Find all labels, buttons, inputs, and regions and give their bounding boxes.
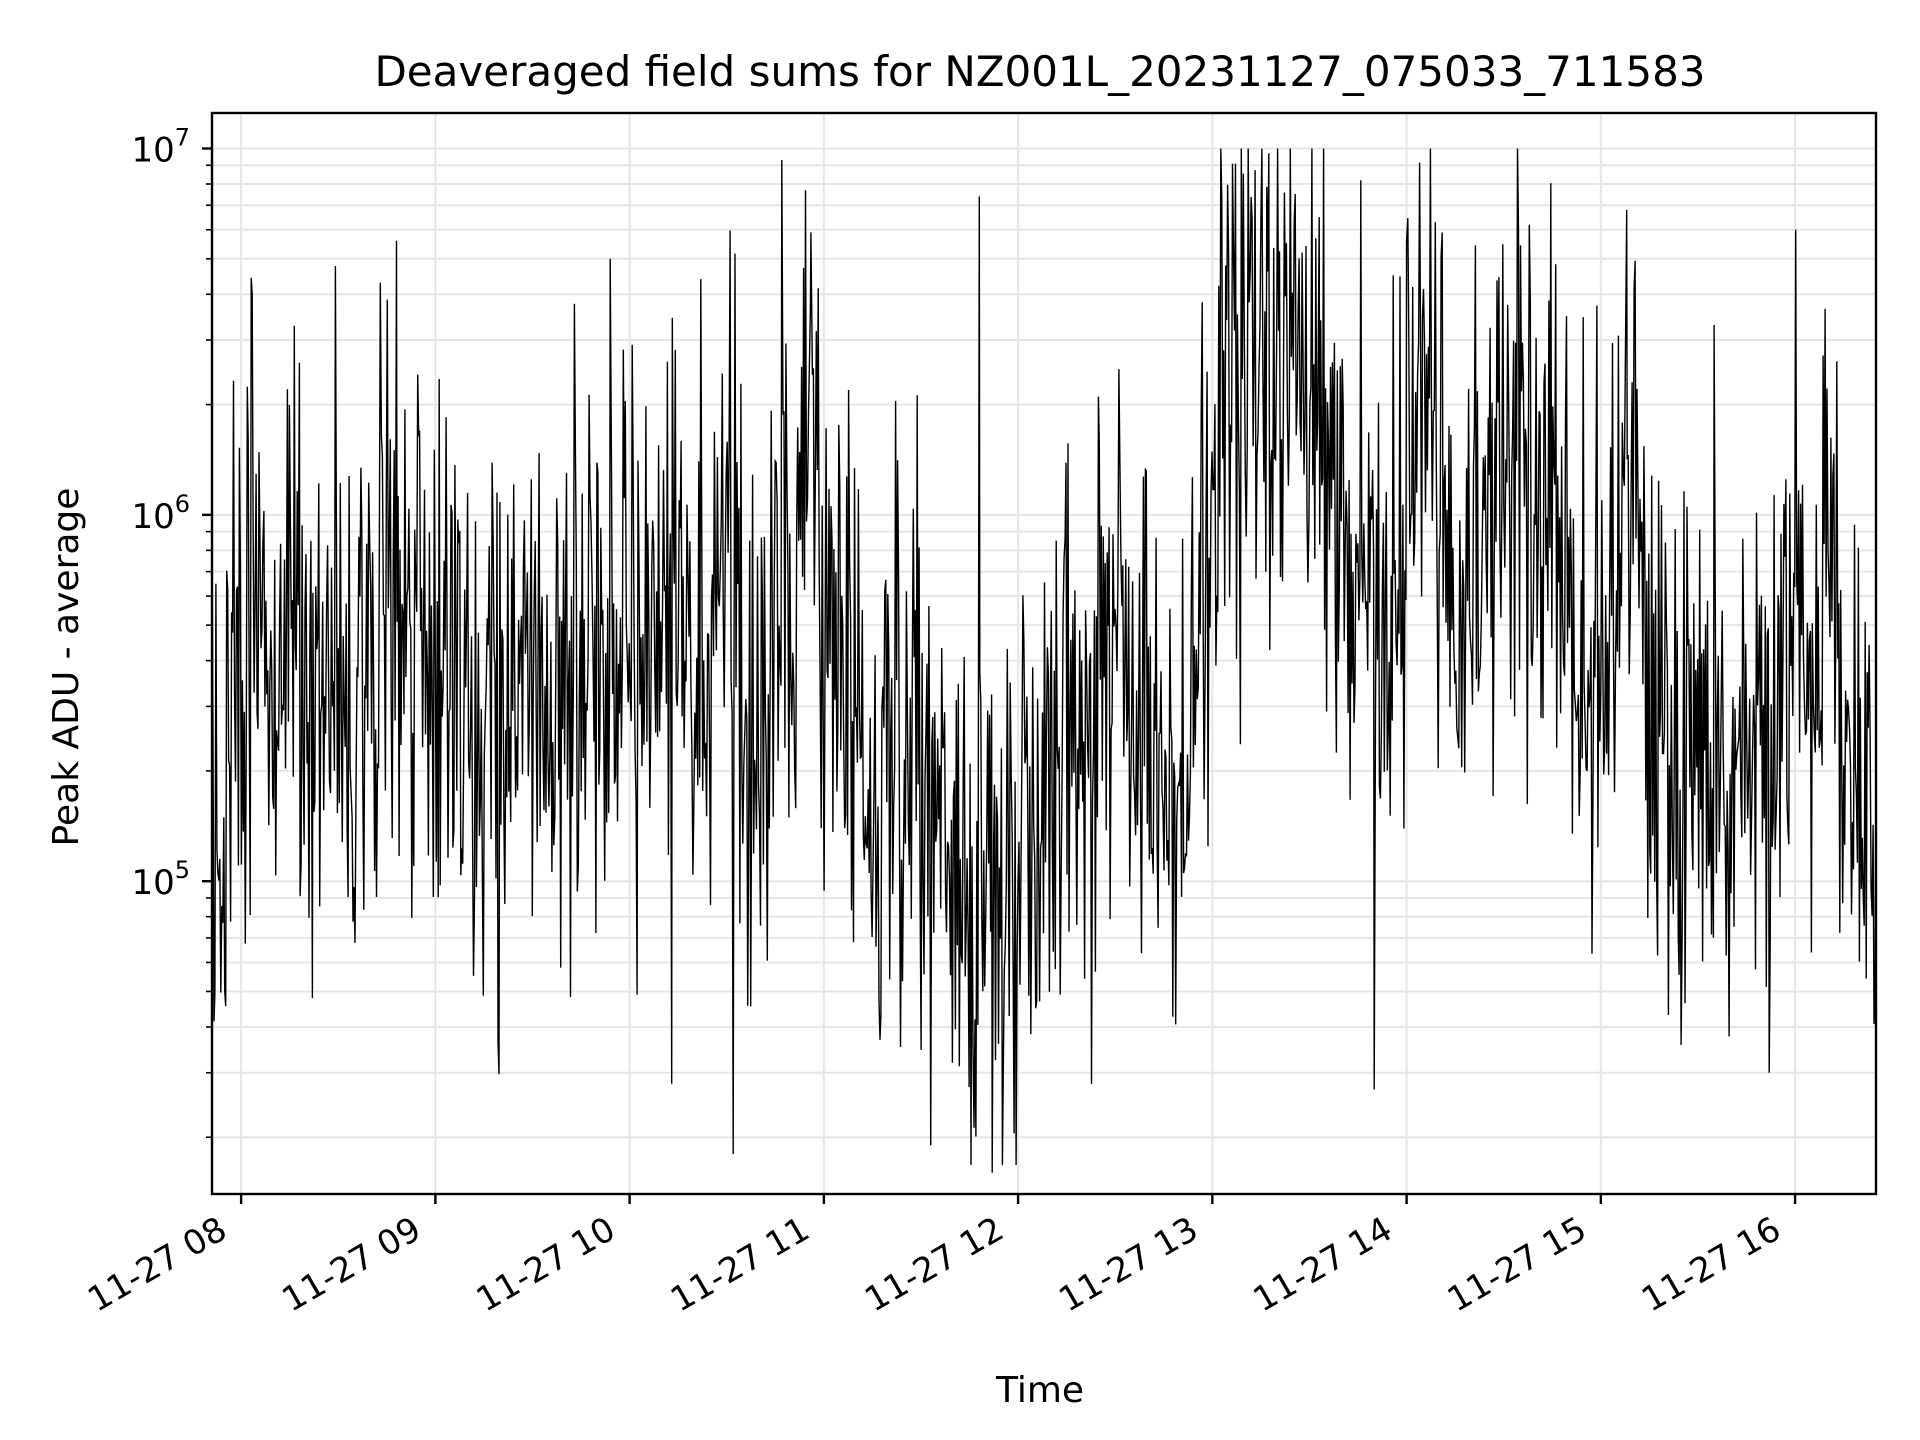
x-axis-label: Time xyxy=(995,1370,1084,1411)
y-tick-base: 10 xyxy=(131,497,174,537)
series-line-peak-adu xyxy=(212,148,1876,1173)
y-tick-label: 107 xyxy=(131,124,190,171)
y-axis-label: Peak ADU - average xyxy=(46,488,87,847)
y-tick-base: 10 xyxy=(131,863,174,903)
chart-title: Deaveraged field sums for NZ001L_2023112… xyxy=(374,47,1705,96)
y-tick-exponent: 5 xyxy=(175,856,190,884)
y-tick-label: 106 xyxy=(131,490,190,537)
y-tick-exponent: 6 xyxy=(175,490,190,518)
plot-frame xyxy=(210,111,1878,1196)
y-tick-base: 10 xyxy=(131,131,174,171)
y-tick-exponent: 7 xyxy=(175,124,190,152)
series-layer xyxy=(212,148,1876,1173)
y-tick-label: 105 xyxy=(131,856,190,903)
